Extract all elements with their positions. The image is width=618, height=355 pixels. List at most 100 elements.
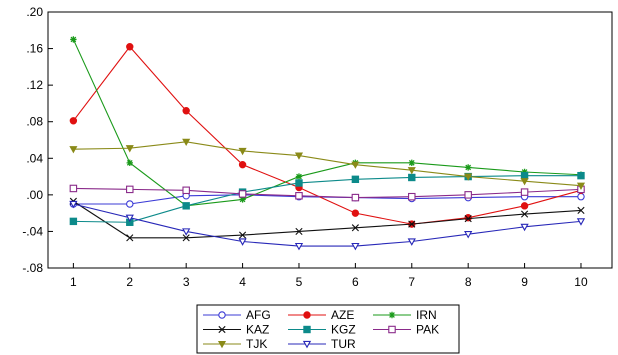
legend-item-afg: AFG: [203, 308, 271, 322]
point-aze: [69, 117, 78, 125]
point-kgz: [182, 202, 190, 210]
point-tur: [520, 223, 529, 232]
point-kaz: [577, 206, 585, 214]
point-tur: [294, 242, 304, 251]
legend-marker: [302, 340, 312, 349]
point-kaz: [238, 231, 247, 239]
point-tjk: [125, 145, 134, 153]
legend-label: KGZ: [331, 323, 356, 337]
point-aze: [351, 209, 360, 217]
point-irn: [464, 164, 472, 171]
legend-label: TJK: [246, 337, 267, 351]
point-kaz: [126, 234, 134, 242]
series-line-kgz: [73, 175, 581, 223]
point-tjk: [294, 152, 304, 160]
x-tick-label: 8: [465, 275, 472, 289]
point-kgz: [577, 171, 585, 180]
legend-item-irn: IRN: [373, 308, 437, 322]
legend-item-kgz: KGZ: [288, 323, 356, 337]
legend-marker: [218, 325, 226, 334]
legend-label: AZE: [331, 308, 354, 322]
point-afg: [126, 200, 134, 208]
point-tur: [182, 228, 191, 236]
point-pak: [69, 184, 78, 193]
plot-area: [47, 11, 613, 269]
point-pak: [520, 188, 529, 196]
x-tick-label: 4: [239, 275, 246, 289]
y-tick-label: -.04: [22, 224, 43, 238]
legend-item-tjk: TJK: [203, 337, 267, 351]
point-irn: [295, 173, 303, 180]
point-tjk: [351, 161, 360, 169]
point-kaz: [295, 227, 303, 236]
y-tick-label: .20: [26, 5, 43, 19]
point-tjk: [464, 173, 473, 181]
point-kgz: [295, 179, 303, 187]
point-tur: [464, 231, 473, 239]
x-tick-label: 7: [408, 275, 415, 289]
series-tjk: [69, 138, 586, 190]
point-kgz: [351, 175, 360, 184]
series-line-kaz: [73, 200, 582, 239]
point-tjk: [407, 167, 416, 175]
point-irn: [408, 159, 415, 167]
point-irn: [126, 159, 133, 167]
point-tur: [351, 242, 360, 251]
point-irn: [70, 36, 77, 43]
y-tick-label: .12: [26, 78, 43, 92]
series-line-pak: [73, 187, 582, 199]
point-kgz: [69, 217, 78, 226]
series-layer: [69, 36, 586, 251]
point-aze: [238, 160, 247, 169]
point-kaz: [182, 234, 190, 242]
point-irn: [239, 196, 246, 203]
legend-label: PAK: [416, 323, 439, 337]
point-kgz: [408, 173, 416, 182]
legend-marker: [388, 311, 396, 319]
series-line-irn: [72, 39, 582, 207]
series-tur: [69, 200, 586, 251]
point-pak: [295, 192, 303, 200]
x-tick-label: 10: [574, 275, 588, 289]
point-afg: [577, 192, 585, 201]
legend-item-kaz: KAZ: [203, 323, 269, 337]
series-kgz: [69, 171, 585, 226]
point-kaz: [464, 215, 472, 223]
legend-item-aze: AZE: [288, 308, 354, 322]
point-pak: [238, 190, 247, 198]
x-tick-label: 3: [183, 275, 190, 289]
legend-marker: [303, 325, 311, 334]
point-pak: [464, 191, 472, 199]
legend-label: KAZ: [246, 323, 269, 337]
y-axis: .20 .16 .12 .08 .04 .00 -.04 -.08: [22, 5, 53, 275]
point-tjk: [238, 147, 247, 156]
x-tick-label: 2: [126, 275, 133, 289]
legend-marker: [303, 311, 311, 319]
point-pak: [126, 185, 134, 194]
point-tjk: [520, 178, 529, 186]
x-tick-label: 5: [296, 275, 303, 289]
point-kaz: [408, 220, 416, 228]
point-tur: [576, 218, 586, 226]
y-tick-label: .08: [26, 115, 43, 129]
point-aze: [464, 214, 472, 222]
legend-item-tur: TUR: [288, 337, 356, 351]
point-tjk: [182, 138, 191, 147]
legend-marker: [218, 311, 226, 319]
y-tick-label: -.08: [22, 261, 43, 275]
legend-marker: [217, 340, 227, 349]
point-pak: [351, 193, 360, 202]
point-tur: [69, 200, 78, 209]
point-aze: [182, 107, 190, 115]
point-tur: [125, 214, 134, 223]
series-line-tjk: [73, 141, 582, 187]
point-aze: [126, 43, 134, 51]
point-kaz: [351, 224, 359, 232]
x-tick-label: 9: [521, 275, 528, 289]
legend-item-pak: PAK: [373, 323, 439, 337]
legend-label: AFG: [246, 308, 271, 322]
point-tur: [407, 238, 416, 246]
point-pak: [182, 186, 190, 195]
